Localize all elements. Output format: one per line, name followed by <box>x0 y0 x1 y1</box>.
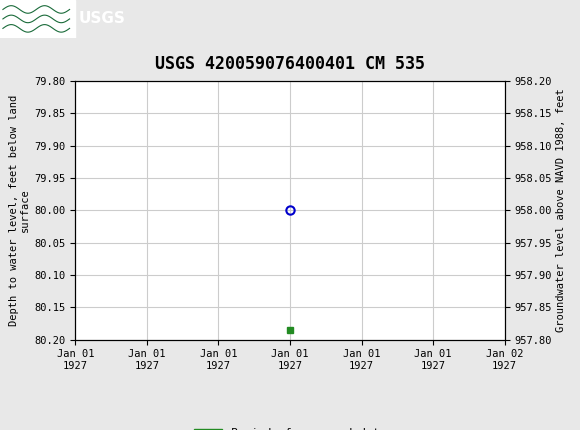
Y-axis label: Groundwater level above NAVD 1988, feet: Groundwater level above NAVD 1988, feet <box>556 89 566 332</box>
Bar <box>0 0 75 38</box>
Y-axis label: Depth to water level, feet below land
surface: Depth to water level, feet below land su… <box>9 95 30 326</box>
Text: USGS 420059076400401 CM 535: USGS 420059076400401 CM 535 <box>155 55 425 73</box>
Text: USGS: USGS <box>78 12 125 26</box>
Legend: Period of approved data: Period of approved data <box>190 424 390 430</box>
